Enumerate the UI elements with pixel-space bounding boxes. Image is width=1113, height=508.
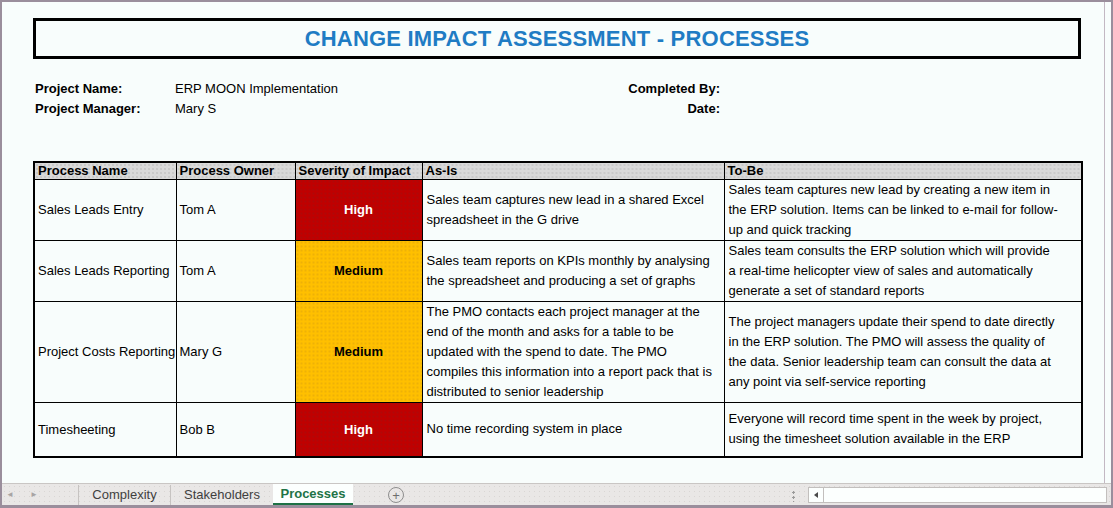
col-header-to-be[interactable]: To-Be xyxy=(724,162,1082,179)
tab-scroll-splitter[interactable] xyxy=(792,490,795,502)
process-name-cell[interactable]: Sales Leads Entry xyxy=(34,179,176,240)
col-header-severity[interactable]: Severity of Impact xyxy=(295,162,422,179)
project-manager-value[interactable]: Mary S xyxy=(175,101,216,116)
worksheet: CHANGE IMPACT ASSESSMENT - PROCESSES Pro… xyxy=(2,2,1111,483)
process-owner-cell[interactable]: Mary G xyxy=(176,301,295,402)
table-row: Project Costs Reporting Mary G Medium Th… xyxy=(34,301,1082,402)
vertical-scrollbar-edge xyxy=(1104,2,1105,483)
sheet-tab-processes[interactable]: Processes xyxy=(273,484,353,506)
project-name-value[interactable]: ERP MOON Implementation xyxy=(175,81,338,96)
to-be-cell[interactable]: The project managers update their spend … xyxy=(724,301,1082,402)
col-header-as-is[interactable]: As-Is xyxy=(422,162,724,179)
severity-cell[interactable]: Medium xyxy=(295,240,422,301)
sheet-tab-complexity[interactable]: Complexity xyxy=(79,484,170,505)
tab-nav-left-icon[interactable]: ◄ xyxy=(2,484,18,505)
process-owner-cell[interactable]: Tom A xyxy=(176,179,295,240)
sheet-tab-stakeholders[interactable]: Stakeholders xyxy=(171,484,273,505)
col-header-process-owner[interactable]: Process Owner xyxy=(176,162,295,179)
as-is-cell[interactable]: Sales team reports on KPIs monthly by an… xyxy=(422,240,724,301)
to-be-cell[interactable]: Sales team consults the ERP solution whi… xyxy=(724,240,1082,301)
date-label: Date: xyxy=(560,101,720,116)
process-table: Process Name Process Owner Severity of I… xyxy=(33,161,1083,458)
page-title: CHANGE IMPACT ASSESSMENT - PROCESSES xyxy=(305,26,810,52)
as-is-cell[interactable]: No time recording system in place xyxy=(422,402,724,457)
process-name-cell[interactable]: Timesheeting xyxy=(34,402,176,457)
project-name-label: Project Name: xyxy=(35,81,122,96)
completed-by-label: Completed By: xyxy=(560,81,720,96)
project-manager-label: Project Manager: xyxy=(35,101,140,116)
sheet-tab-bar: ◄ ► Complexity Stakeholders Processes + xyxy=(2,483,1111,505)
process-name-cell[interactable]: Sales Leads Reporting xyxy=(34,240,176,301)
scroll-left-button[interactable] xyxy=(808,487,824,503)
tab-nav-right-icon[interactable]: ► xyxy=(26,484,42,505)
col-header-process-name[interactable]: Process Name xyxy=(34,162,176,179)
severity-cell[interactable]: Medium xyxy=(295,301,422,402)
to-be-cell[interactable]: Everyone will record time spent in the w… xyxy=(724,402,1082,457)
table-header-row: Process Name Process Owner Severity of I… xyxy=(34,162,1082,179)
horizontal-scrollbar[interactable] xyxy=(824,487,1107,503)
table-row: Sales Leads Reporting Tom A Medium Sales… xyxy=(34,240,1082,301)
title-box: CHANGE IMPACT ASSESSMENT - PROCESSES xyxy=(33,18,1081,59)
new-sheet-button[interactable]: + xyxy=(388,487,404,503)
severity-cell[interactable]: High xyxy=(295,402,422,457)
scroll-left-icon xyxy=(814,492,818,498)
process-name-cell[interactable]: Project Costs Reporting xyxy=(34,301,176,402)
as-is-cell[interactable]: Sales team captures new lead in a shared… xyxy=(422,179,724,240)
as-is-cell[interactable]: The PMO contacts each project manager at… xyxy=(422,301,724,402)
process-owner-cell[interactable]: Bob B xyxy=(176,402,295,457)
process-owner-cell[interactable]: Tom A xyxy=(176,240,295,301)
table-row: Timesheeting Bob B High No time recordin… xyxy=(34,402,1082,457)
table-row: Sales Leads Entry Tom A High Sales team … xyxy=(34,179,1082,240)
severity-cell[interactable]: High xyxy=(295,179,422,240)
to-be-cell[interactable]: Sales team captures new lead by creating… xyxy=(724,179,1082,240)
